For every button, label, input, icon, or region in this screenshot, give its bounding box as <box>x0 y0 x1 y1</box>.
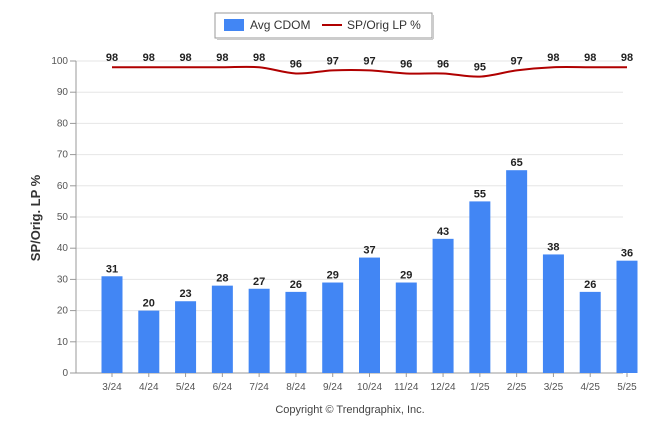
bar-value-label: 36 <box>621 248 633 260</box>
label-layer: 31 20 23 28 27 26 29 37 29 43 55 65 38 26 36 98 98 98 98 98… <box>106 52 633 309</box>
bar <box>175 301 197 373</box>
bar-value-label: 38 <box>547 241 559 253</box>
bar-value-label: 26 <box>290 279 302 291</box>
bar <box>285 291 307 373</box>
line-value-label: 96 <box>290 58 302 70</box>
legend-bar-swatch <box>224 19 244 31</box>
y-tick-label: 50 <box>57 212 69 223</box>
bar <box>579 291 601 373</box>
line-value-label: 97 <box>363 55 375 67</box>
x-tick-label: 8/24 <box>286 382 306 393</box>
bar <box>616 260 638 373</box>
y-tick-label: 40 <box>57 243 69 254</box>
y-tick-label: 20 <box>57 306 69 317</box>
x-tick-label: 3/25 <box>544 382 564 393</box>
bar <box>322 282 344 373</box>
line-value-label: 95 <box>474 62 486 74</box>
line-value-label: 96 <box>437 58 449 70</box>
x-tick-label: 5/25 <box>617 382 637 393</box>
x-tick-label: 3/24 <box>102 382 122 393</box>
line-value-label: 98 <box>179 52 191 64</box>
line-series-path <box>111 65 627 78</box>
bar <box>138 310 160 373</box>
legend-line-label: SP/Orig LP % <box>347 18 421 32</box>
y-axis-label: SP/Orig. LP % <box>28 174 43 261</box>
line-value-label: 98 <box>143 52 155 64</box>
y-tick-label: 90 <box>57 87 69 98</box>
bar-value-label: 28 <box>216 273 228 285</box>
y-tick-label: 30 <box>57 274 69 285</box>
line-value-label: 97 <box>511 55 523 67</box>
x-tick-label: 11/24 <box>394 382 419 393</box>
bar-value-label: 43 <box>437 226 449 238</box>
x-tick-label: 4/24 <box>139 382 159 393</box>
line-value-label: 98 <box>253 52 265 64</box>
bar-value-label: 29 <box>327 270 339 282</box>
bar <box>248 288 270 373</box>
bar <box>395 282 417 373</box>
bar-value-label: 37 <box>363 245 375 257</box>
bar <box>432 238 454 373</box>
grid-layer <box>76 60 623 374</box>
y-tick-label: 10 <box>57 337 69 348</box>
bar-layer <box>101 170 638 373</box>
bar-value-label: 65 <box>511 157 523 169</box>
bar <box>101 276 123 373</box>
bar-value-label: 27 <box>253 276 265 288</box>
bar <box>359 257 380 373</box>
y-tick-label: 60 <box>57 181 69 192</box>
line-value-label: 98 <box>216 52 228 64</box>
legend: Avg CDOM SP/Orig LP % <box>214 12 434 40</box>
x-tick-label: 2/25 <box>507 382 527 393</box>
y-tick-label: 100 <box>51 56 68 67</box>
line-value-label: 98 <box>106 52 118 64</box>
x-tick-label: 5/24 <box>176 382 196 393</box>
bar-value-label: 20 <box>143 298 155 310</box>
x-tick-label: 7/24 <box>249 382 269 393</box>
line-layer <box>111 65 627 78</box>
bar-value-label: 23 <box>179 288 191 300</box>
line-value-label: 98 <box>584 52 596 64</box>
y-tick-label: 70 <box>57 150 69 161</box>
x-tick-label: 9/24 <box>323 382 343 393</box>
bar <box>211 285 233 373</box>
bar <box>469 201 491 373</box>
bar <box>506 170 528 373</box>
axis-layer: 0 10 20 30 40 50 60 70 80 90 100 3/24 4/24 5/24 6/24 7/… <box>51 56 637 393</box>
y-tick-label: 80 <box>57 118 69 129</box>
bar-value-label: 29 <box>400 270 412 282</box>
bar <box>542 254 564 373</box>
x-tick-label: 12/24 <box>431 382 456 393</box>
x-tick-label: 4/25 <box>580 382 600 393</box>
x-tick-label: 1/25 <box>470 382 490 393</box>
line-value-label: 98 <box>547 52 559 64</box>
copyright-text: Copyright © Trendgraphix, Inc. <box>275 404 424 416</box>
bar-value-label: 31 <box>106 263 118 275</box>
line-value-label: 96 <box>400 58 412 70</box>
y-tick-label: 0 <box>62 368 68 379</box>
legend-bar-label: Avg CDOM <box>250 18 310 32</box>
x-tick-label: 6/24 <box>213 382 233 393</box>
bar-value-label: 55 <box>474 188 486 200</box>
line-value-label: 97 <box>327 55 339 67</box>
x-tick-label: 10/24 <box>357 382 382 393</box>
bar-value-label: 26 <box>584 279 596 291</box>
line-value-label: 98 <box>621 52 633 64</box>
